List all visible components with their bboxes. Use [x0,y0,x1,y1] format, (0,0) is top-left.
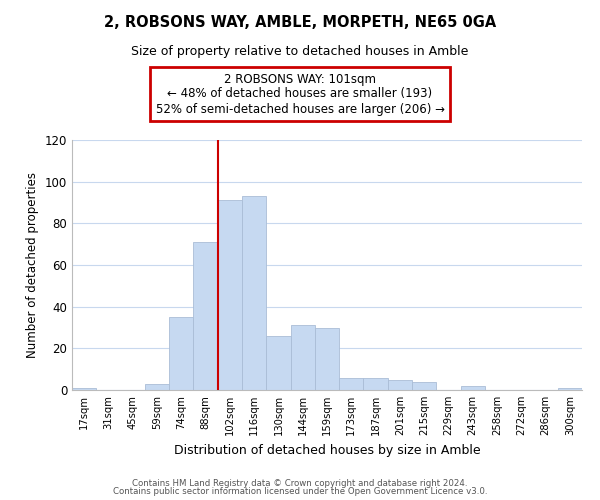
Bar [290,326,315,390]
Bar [315,328,339,390]
X-axis label: Distribution of detached houses by size in Amble: Distribution of detached houses by size … [173,444,481,456]
Text: 2, ROBSONS WAY, AMBLE, MORPETH, NE65 0GA: 2, ROBSONS WAY, AMBLE, MORPETH, NE65 0GA [104,15,496,30]
Text: Contains public sector information licensed under the Open Government Licence v3: Contains public sector information licen… [113,487,487,496]
Bar [266,336,290,390]
Bar [339,378,364,390]
Bar [242,196,266,390]
Bar [461,386,485,390]
Bar [169,317,193,390]
Bar [412,382,436,390]
Bar [364,378,388,390]
Y-axis label: Number of detached properties: Number of detached properties [26,172,39,358]
Bar [218,200,242,390]
Bar [145,384,169,390]
Bar [558,388,582,390]
Text: Contains HM Land Registry data © Crown copyright and database right 2024.: Contains HM Land Registry data © Crown c… [132,478,468,488]
Bar [72,388,96,390]
Text: Size of property relative to detached houses in Amble: Size of property relative to detached ho… [131,45,469,58]
Bar [193,242,218,390]
Text: 2 ROBSONS WAY: 101sqm
← 48% of detached houses are smaller (193)
52% of semi-det: 2 ROBSONS WAY: 101sqm ← 48% of detached … [155,72,445,116]
Bar [388,380,412,390]
